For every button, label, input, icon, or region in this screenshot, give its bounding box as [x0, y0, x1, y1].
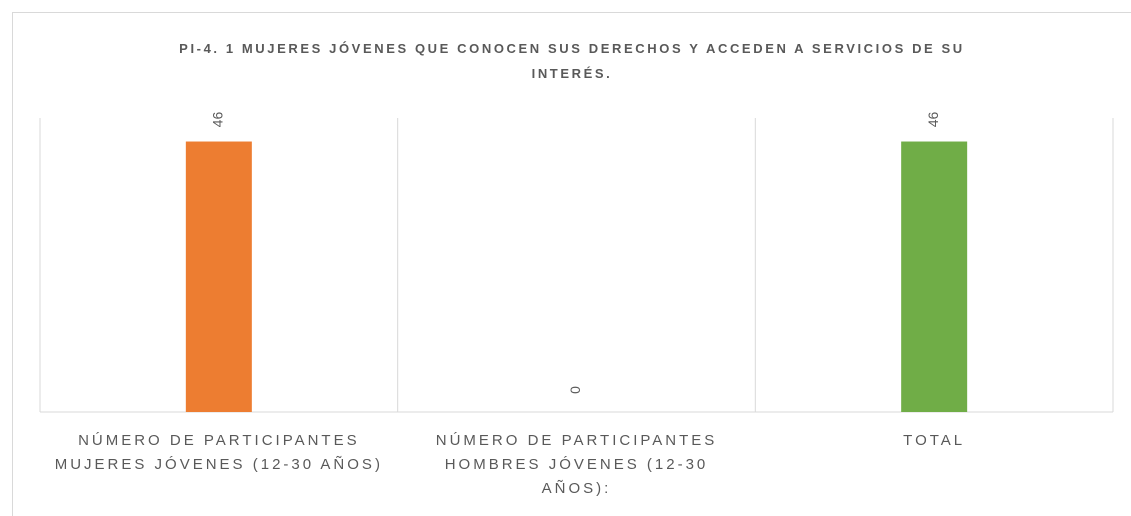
x-tick-label: TOTAL	[903, 432, 966, 449]
data-label: 46	[925, 112, 941, 128]
data-label: 46	[210, 112, 226, 128]
bar	[901, 141, 968, 412]
data-label: 0	[567, 386, 583, 394]
bar	[185, 141, 252, 412]
chart-title: PI-4. 1 MUJERES JÓVENES QUE CONOCEN SUS …	[179, 41, 965, 81]
x-tick-label: NÚMERO DE PARTICIPANTES MUJERES JÓVENES …	[54, 432, 383, 473]
x-tick-label: NÚMERO DE PARTICIPANTES HOMBRES JÓVENES …	[435, 432, 718, 497]
chart-border	[12, 12, 1131, 516]
